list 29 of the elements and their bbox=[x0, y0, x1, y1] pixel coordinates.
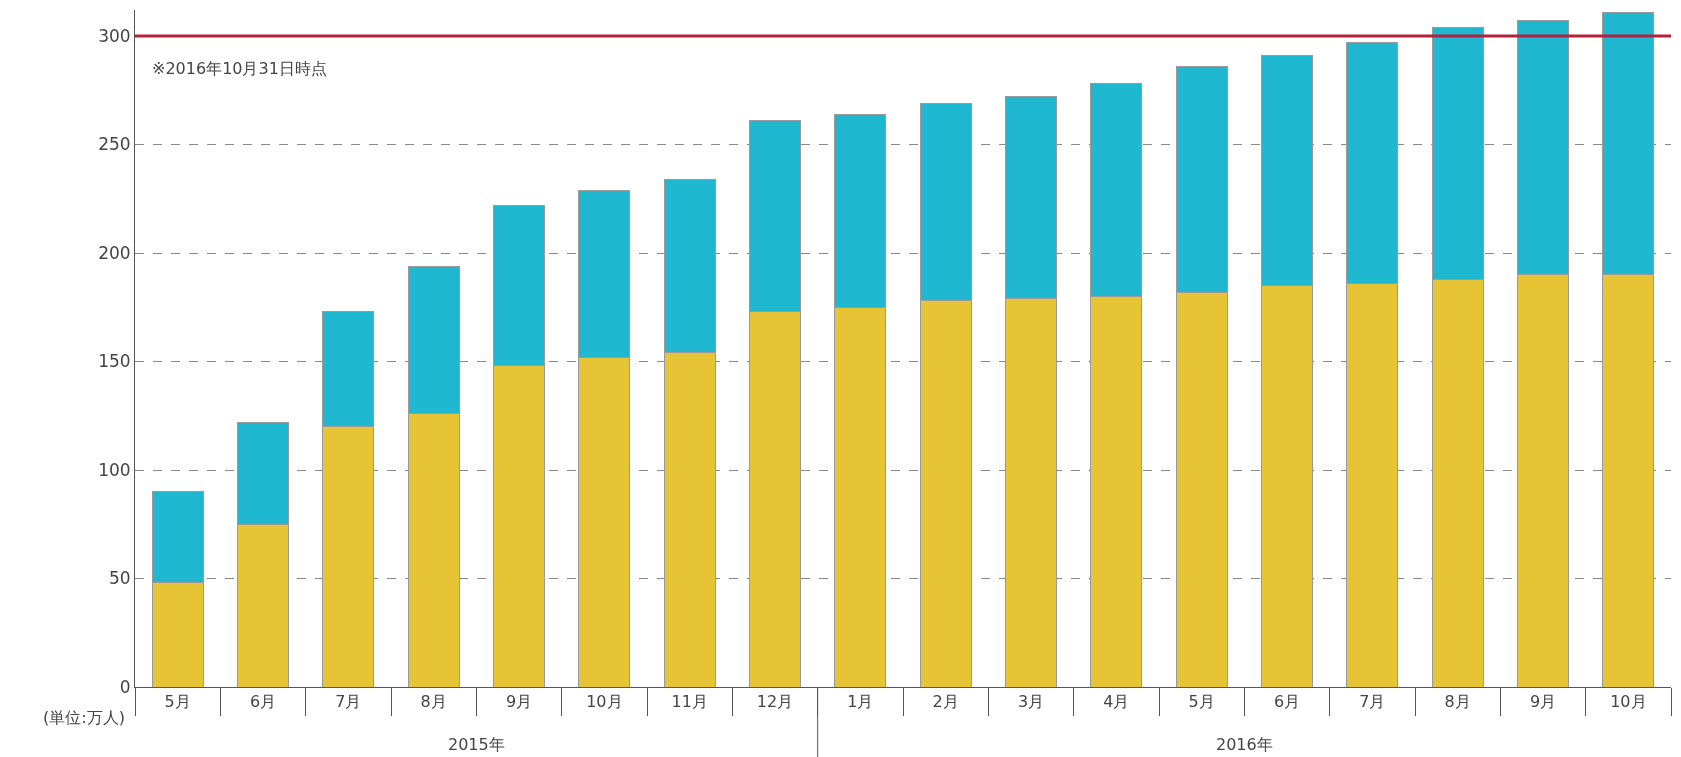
x-tick-label: 2月 bbox=[932, 692, 959, 712]
x-tick-label: 9月 bbox=[505, 692, 533, 712]
y-tick-label: 250 bbox=[98, 134, 131, 155]
y-tick-label: 50 bbox=[108, 568, 131, 589]
y-tick-label: 0 bbox=[119, 676, 131, 697]
x-tick-label: 6月 bbox=[1273, 692, 1301, 712]
x-tick-label: 5月 bbox=[1188, 692, 1215, 712]
y-tick-label: 150 bbox=[98, 351, 131, 372]
x-tick-label: 9月 bbox=[1529, 692, 1557, 712]
x-tick-label: 8月 bbox=[420, 692, 447, 712]
x-tick-label: 7月 bbox=[335, 692, 362, 712]
y-tick-label: 100 bbox=[98, 459, 131, 480]
x-tick-label: 12月 bbox=[756, 692, 794, 712]
x-tick-label: 3月 bbox=[1017, 692, 1045, 712]
x-tick-label: 1月 bbox=[847, 692, 874, 712]
y-tick-label: 300 bbox=[98, 25, 131, 46]
x-tick-label: 6月 bbox=[249, 692, 277, 712]
x-tick-label: 8月 bbox=[1444, 692, 1471, 712]
annotation: ※2016年10月31日時点 bbox=[152, 59, 327, 78]
x-tick-label: 11月 bbox=[671, 692, 708, 712]
text: 2016年 bbox=[1216, 735, 1273, 754]
x-tick-label: 5月 bbox=[164, 692, 191, 712]
x-tick-label: 7月 bbox=[1359, 692, 1386, 712]
x-tick-label: 10月 bbox=[1610, 692, 1647, 712]
text: (単位:万人) bbox=[43, 708, 125, 727]
y-tick-label: 200 bbox=[98, 242, 131, 263]
x-tick-label: 4月 bbox=[1103, 692, 1130, 712]
text: 2015年 bbox=[448, 735, 505, 754]
x-tick-label: 10月 bbox=[586, 692, 623, 712]
